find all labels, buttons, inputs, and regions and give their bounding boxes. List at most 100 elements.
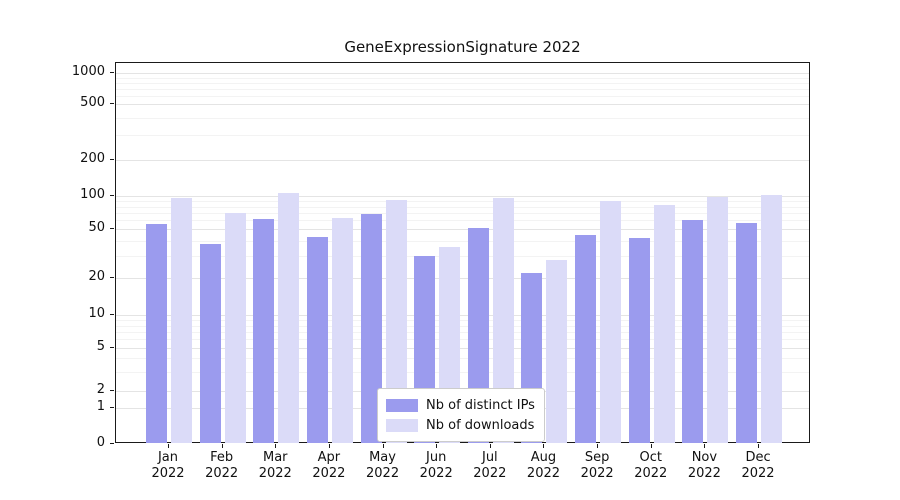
major-gridline — [116, 315, 809, 316]
y-tick-mark — [110, 228, 114, 229]
x-tick-label: Jul 2022 — [473, 450, 507, 481]
y-tick-mark — [110, 103, 114, 104]
minor-gridline — [116, 88, 809, 90]
minor-gridline — [116, 358, 809, 360]
x-tick-mark — [168, 444, 169, 448]
major-gridline — [116, 348, 809, 349]
minor-gridline — [116, 240, 809, 242]
plot-area — [115, 62, 810, 443]
y-tick-mark — [110, 407, 114, 408]
bar-downloads — [600, 201, 622, 443]
bar-downloads — [653, 205, 675, 443]
x-tick-label: Dec 2022 — [741, 450, 775, 481]
y-tick-mark — [110, 277, 114, 278]
bar-downloads — [224, 212, 246, 443]
minor-gridline — [116, 220, 809, 222]
bar-distinct-ips — [736, 222, 758, 443]
legend-label-distinct-ips: Nb of distinct IPs — [426, 397, 535, 413]
bar-distinct-ips — [199, 243, 221, 443]
x-tick-label: Nov 2022 — [687, 450, 721, 481]
bar-downloads — [546, 260, 568, 443]
x-tick-mark — [382, 444, 384, 448]
y-tick-label: 100 — [80, 187, 105, 202]
y-tick-mark — [110, 72, 114, 73]
x-tick-mark — [597, 444, 599, 448]
bar-distinct-ips — [306, 237, 328, 443]
x-tick-label: Mar 2022 — [258, 450, 292, 481]
bar-distinct-ips — [360, 214, 382, 443]
major-gridline — [116, 160, 809, 161]
y-tick-label: 200 — [80, 151, 105, 166]
legend-item-distinct-ips: Nb of distinct IPs — [386, 395, 536, 415]
bar-distinct-ips — [628, 238, 650, 443]
legend-item-downloads: Nb of downloads — [386, 415, 536, 435]
minor-gridline — [116, 325, 809, 327]
minor-gridline — [116, 339, 809, 341]
bar-downloads — [171, 198, 192, 443]
legend-swatch-distinct-ips — [386, 398, 418, 412]
y-tick-label: 1 — [96, 399, 105, 414]
x-tick-label: Aug 2022 — [526, 450, 561, 481]
y-tick-mark — [110, 314, 114, 315]
bar-downloads — [707, 197, 729, 443]
major-gridline — [116, 73, 809, 74]
y-tick-mark — [110, 390, 114, 391]
y-tick-mark — [110, 443, 114, 444]
y-tick-mark — [110, 347, 114, 348]
x-tick-mark — [543, 444, 545, 448]
bar-distinct-ips — [575, 234, 597, 443]
minor-gridline — [116, 212, 809, 214]
y-tick-mark — [110, 195, 114, 196]
x-tick-label: May 2022 — [366, 450, 400, 481]
x-tick-label: Oct 2022 — [634, 450, 668, 481]
bar-downloads — [331, 217, 353, 443]
minor-gridline — [116, 82, 809, 84]
chart-title: GeneExpressionSignature 2022 — [344, 38, 581, 56]
minor-gridline — [116, 135, 809, 137]
x-tick-mark — [328, 444, 330, 448]
y-tick-label: 500 — [80, 95, 105, 110]
major-gridline — [116, 278, 809, 279]
minor-gridline — [116, 320, 809, 322]
x-tick-mark — [489, 444, 491, 448]
minor-gridline — [116, 256, 809, 258]
minor-gridline — [116, 206, 809, 208]
x-tick-label: Jun 2022 — [419, 450, 453, 481]
bar-downloads — [278, 193, 300, 443]
legend: Nb of distinct IPs Nb of downloads — [377, 388, 545, 442]
major-gridline — [116, 229, 809, 230]
minor-gridline — [116, 371, 809, 373]
y-tick-label: 50 — [88, 220, 105, 235]
legend-label-downloads: Nb of downloads — [426, 417, 535, 433]
y-tick-label: 5 — [96, 339, 105, 354]
x-tick-mark — [758, 444, 760, 448]
legend-swatch-downloads — [386, 418, 418, 432]
y-tick-label: 0 — [96, 435, 105, 450]
x-tick-mark — [221, 444, 223, 448]
major-gridline — [116, 104, 809, 105]
bar-distinct-ips — [682, 220, 704, 443]
x-tick-mark — [436, 444, 438, 448]
x-tick-label: Feb 2022 — [205, 450, 239, 481]
y-tick-mark — [110, 159, 114, 160]
major-gridline — [116, 196, 809, 197]
y-tick-label: 20 — [88, 269, 105, 284]
y-tick-label: 10 — [88, 306, 105, 321]
bar-downloads — [385, 199, 407, 443]
bar-distinct-ips — [253, 218, 275, 443]
minor-gridline — [116, 95, 809, 97]
x-tick-mark — [704, 444, 706, 448]
x-tick-label: Apr 2022 — [312, 450, 346, 481]
x-tick-mark — [275, 444, 277, 448]
minor-gridline — [116, 117, 809, 119]
x-tick-mark — [650, 444, 652, 448]
bar-distinct-ips — [146, 223, 167, 443]
x-tick-label: Sep 2022 — [580, 450, 614, 481]
bar-downloads — [492, 198, 514, 443]
y-tick-label: 2 — [96, 382, 105, 397]
minor-gridline — [116, 201, 809, 203]
x-tick-label: Jan 2022 — [151, 450, 185, 481]
y-tick-label: 1000 — [71, 64, 105, 79]
minor-gridline — [116, 331, 809, 333]
